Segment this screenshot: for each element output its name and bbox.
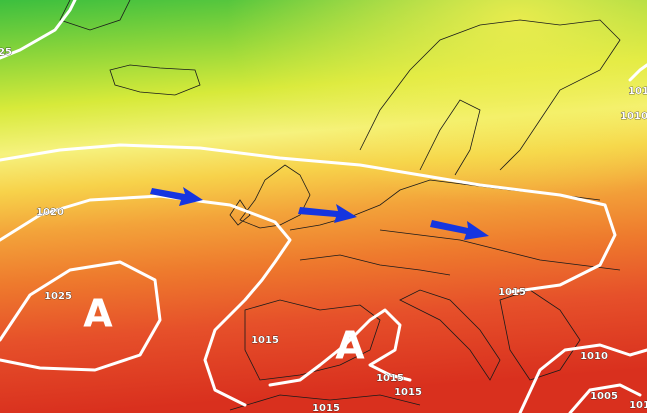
isobar-label: 1010 (580, 351, 608, 362)
isobar-label: 1005 (590, 391, 618, 402)
isobar-label: 1025 (0, 47, 12, 58)
coastlines (59, 0, 621, 411)
isobar-label: 1010 (628, 86, 647, 97)
isobar-label: 1010 (629, 400, 647, 411)
isobar-label: 1015 (312, 403, 340, 413)
wind-arrow (298, 204, 357, 223)
wind-arrow (430, 220, 489, 240)
isobar-label: 1015 (394, 387, 422, 398)
high-pressure-label: A (83, 292, 113, 336)
isobar-label: 1015 (251, 335, 279, 346)
isobar-label: 1010 (620, 111, 647, 122)
isobar-label: 1025 (44, 291, 72, 302)
wind-arrow (150, 187, 203, 206)
isobar-label: 1020 (36, 207, 64, 218)
isobar-label: 1015 (376, 373, 404, 384)
labels: 1025 1020 1025 1015 1015 1015 1015 1015 1010 1005… (0, 47, 647, 413)
isobar-label: 1015 (498, 287, 526, 298)
high-pressure-label: A (335, 324, 365, 368)
wind-arrows (150, 187, 489, 240)
